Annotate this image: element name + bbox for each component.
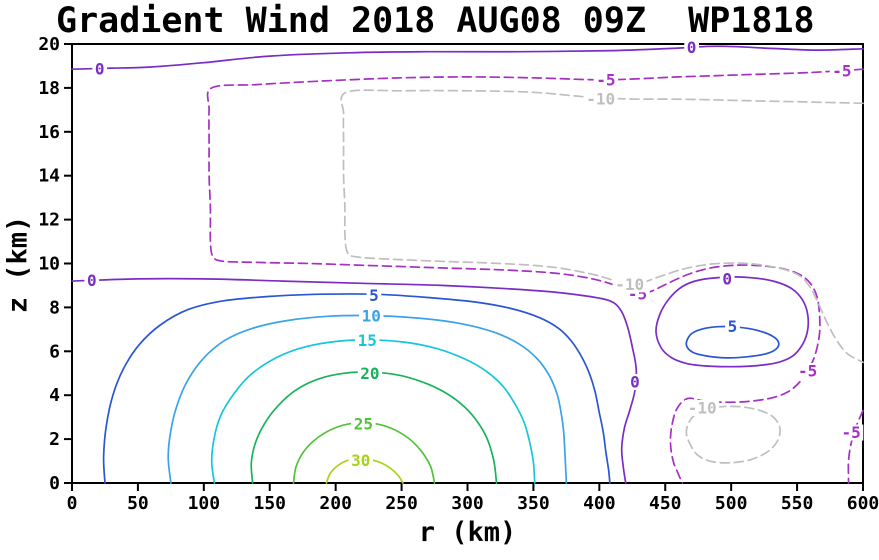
contour-label: 0 (687, 38, 697, 57)
contour-label: 10 (362, 307, 381, 326)
contour-label-mask (838, 424, 864, 441)
contour-label: 0 (630, 373, 640, 392)
y-tick-label: 0 (49, 473, 60, 494)
y-tick-label: 2 (49, 429, 60, 450)
contour-line-5 (685, 325, 780, 359)
x-tick-label: 0 (67, 493, 78, 514)
contour-label-mask (685, 399, 720, 416)
contour-label: 5 (369, 286, 379, 305)
contour-label: 25 (354, 415, 373, 434)
x-tick-label: 600 (847, 493, 879, 514)
x-tick-label: 550 (781, 493, 814, 514)
y-tick-label: 8 (49, 297, 60, 318)
x-tick-label: 450 (649, 493, 682, 514)
contour-label-mask (359, 308, 384, 325)
contour-line--10 (340, 89, 864, 364)
contour-label: 30 (351, 451, 370, 470)
contour-label-mask (84, 272, 100, 289)
contour-label: 20 (360, 364, 379, 383)
contour-label-mask (366, 287, 382, 304)
x-tick-label: 200 (319, 493, 352, 514)
contour-label-mask (725, 318, 740, 335)
contour-label-mask (583, 90, 618, 107)
contour-label: 0 (95, 60, 105, 79)
contour-label: -5 (832, 61, 851, 80)
plot-border (71, 43, 864, 484)
contour-line--5 (206, 68, 864, 484)
x-tick-label: 350 (517, 493, 550, 514)
y-axis-label: z (km) (2, 215, 34, 314)
x-axis-label: r (km) (418, 517, 517, 548)
plot-title: Gradient Wind 2018 AUG08 09Z WP1818 (56, 1, 815, 41)
contour-line--5 (847, 409, 864, 484)
x-tick-label: 500 (715, 493, 748, 514)
contour-label: 0 (87, 271, 97, 290)
contour-line--10 (685, 405, 781, 464)
contour-label-mask (593, 71, 619, 88)
contour-label-mask (719, 270, 735, 287)
x-tick-label: 400 (583, 493, 616, 514)
contour-label-mask (627, 374, 643, 391)
y-tick-label: 14 (38, 166, 60, 187)
contour-line-0 (655, 276, 810, 368)
contour-label: 5 (728, 317, 738, 336)
contour-label: 15 (358, 331, 377, 350)
contour-label-mask (348, 452, 373, 469)
y-tick-label: 12 (38, 210, 60, 231)
x-tick-label: 300 (451, 493, 484, 514)
contour-line-15 (210, 339, 536, 484)
contour-line-10 (167, 314, 568, 484)
x-tick-label: 50 (127, 493, 149, 514)
contour-label-mask (351, 416, 376, 433)
contour-line-0 (71, 45, 864, 71)
contour-label-mask (829, 62, 855, 79)
y-tick-label: 20 (38, 34, 60, 55)
contour-label: -10 (615, 275, 644, 294)
contour-label-mask (357, 365, 383, 382)
x-tick-label: 100 (188, 493, 221, 514)
contour-label-mask (355, 332, 380, 349)
contour-label-mask (795, 363, 820, 380)
contour-label: -10 (586, 89, 615, 108)
contour-label: 0 (722, 269, 732, 288)
contour-label-mask (92, 61, 108, 78)
contour-label-mask (612, 276, 647, 293)
y-tick-label: 4 (49, 385, 60, 406)
contour-label: -5 (842, 423, 861, 442)
contour-label-mask (684, 39, 699, 56)
contour-label: -10 (688, 398, 717, 417)
contour-line-5 (102, 293, 611, 484)
x-tick-label: 150 (253, 493, 286, 514)
contour-label: -5 (798, 362, 817, 381)
y-tick-label: 18 (38, 78, 60, 99)
y-tick-label: 16 (38, 122, 60, 143)
contour-line-0 (71, 277, 638, 484)
y-tick-label: 10 (38, 254, 60, 275)
x-tick-label: 250 (385, 493, 418, 514)
y-tick-label: 6 (49, 341, 60, 362)
contour-label: -5 (596, 70, 615, 89)
